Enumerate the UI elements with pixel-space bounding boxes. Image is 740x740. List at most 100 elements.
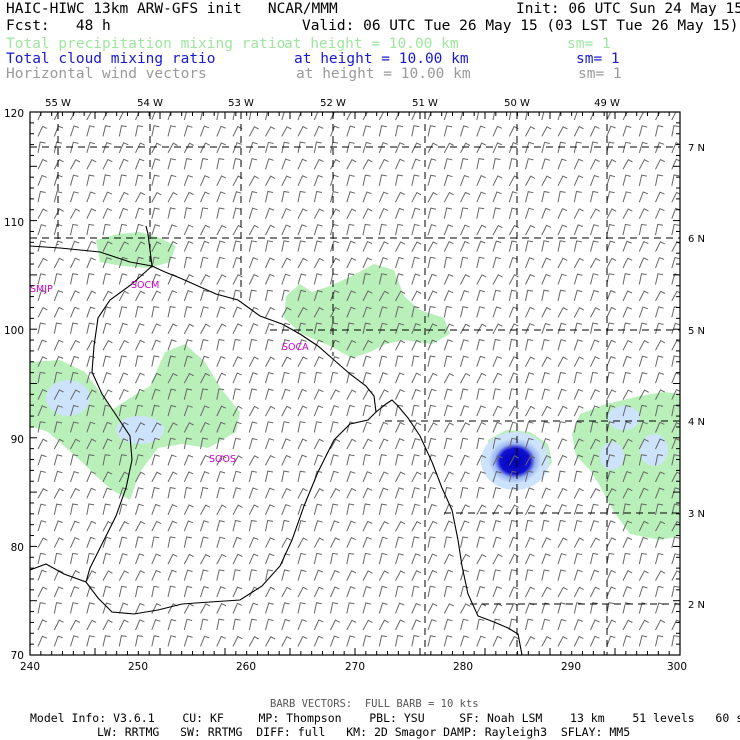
wind-barb bbox=[102, 241, 113, 252]
wind-barb bbox=[330, 174, 339, 186]
wind-barb bbox=[200, 437, 209, 450]
wind-barb bbox=[590, 257, 601, 269]
wind-barb bbox=[541, 487, 551, 499]
wind-barb bbox=[525, 356, 536, 367]
wind-barb bbox=[460, 504, 470, 516]
wind-barbs bbox=[37, 112, 680, 647]
wind-barb bbox=[265, 112, 269, 121]
wind-barb bbox=[427, 404, 436, 417]
wind-barb bbox=[622, 421, 632, 433]
wind-barb bbox=[70, 503, 79, 515]
wind-barb bbox=[281, 273, 291, 285]
lon-label-49w: 49 W bbox=[594, 98, 620, 109]
wind-barb bbox=[573, 240, 582, 252]
wind-barb bbox=[183, 388, 193, 400]
wind-barb bbox=[183, 158, 192, 170]
wind-barb bbox=[460, 355, 469, 367]
wind-barb bbox=[37, 190, 46, 203]
wind-barb bbox=[248, 437, 258, 450]
x-tick-260: 260 bbox=[236, 661, 256, 673]
wind-barb bbox=[135, 142, 145, 154]
wind-barb bbox=[492, 586, 502, 598]
wind-barb bbox=[167, 471, 178, 483]
wind-barb bbox=[427, 241, 438, 252]
wind-barb bbox=[248, 618, 257, 631]
wind-barb bbox=[297, 273, 307, 285]
wind-barb bbox=[216, 289, 225, 302]
wind-barb bbox=[281, 569, 290, 581]
y-tick-70: 70 bbox=[11, 650, 24, 662]
wind-barb bbox=[541, 602, 551, 614]
wind-barb bbox=[362, 454, 371, 466]
wind-barb bbox=[183, 405, 193, 417]
wind-barb bbox=[167, 404, 177, 417]
wind-barb bbox=[37, 454, 47, 466]
wind-barb bbox=[53, 389, 64, 400]
wind-barb bbox=[53, 141, 62, 154]
wind-barb bbox=[248, 306, 259, 318]
wind-barb bbox=[346, 602, 355, 614]
wind-barb bbox=[53, 273, 62, 285]
wind-barb bbox=[606, 339, 617, 351]
wind-barb bbox=[573, 257, 584, 269]
wind-barb bbox=[443, 504, 454, 515]
wind-barb bbox=[655, 619, 666, 631]
wind-barb bbox=[427, 520, 438, 532]
wind-barb bbox=[557, 618, 567, 631]
wind-barb bbox=[248, 388, 258, 400]
wind-barb bbox=[573, 322, 583, 334]
wind-barb bbox=[265, 339, 274, 351]
wind-barb bbox=[525, 405, 536, 417]
wind-barb bbox=[541, 553, 551, 565]
wind-barb bbox=[297, 487, 308, 499]
wind-barb bbox=[492, 289, 501, 302]
wind-barb bbox=[411, 437, 421, 450]
wind-barb bbox=[151, 306, 160, 318]
wind-barb bbox=[200, 125, 210, 137]
wind-barb bbox=[476, 603, 487, 614]
wind-barb bbox=[265, 569, 274, 581]
wind-barb bbox=[70, 371, 79, 384]
wind-barb bbox=[102, 257, 112, 269]
wind-barb bbox=[427, 191, 438, 203]
wind-barb bbox=[265, 405, 276, 417]
wind-barb bbox=[362, 503, 371, 515]
wind-barb bbox=[346, 141, 355, 154]
wind-barb bbox=[638, 240, 649, 252]
wind-barb bbox=[102, 389, 113, 400]
wind-barb bbox=[492, 125, 503, 137]
wind-barb bbox=[151, 323, 162, 335]
wind-barb bbox=[265, 141, 274, 154]
wind-barb bbox=[362, 339, 373, 351]
wind-barb bbox=[167, 158, 177, 170]
wind-barb bbox=[200, 536, 209, 548]
wind-barb bbox=[200, 256, 209, 269]
wind-barb bbox=[200, 142, 211, 154]
wind-barb bbox=[411, 422, 422, 433]
wind-barb bbox=[313, 112, 324, 121]
wind-barb bbox=[606, 141, 615, 154]
wind-barb bbox=[86, 322, 95, 334]
wind-barb bbox=[590, 307, 601, 318]
wind-barb bbox=[460, 569, 469, 581]
wind-barb bbox=[655, 306, 664, 318]
wind-barb bbox=[151, 207, 160, 219]
lon-label-53w: 53 W bbox=[228, 98, 254, 109]
wind-barb bbox=[102, 602, 112, 614]
wind-barb bbox=[622, 371, 631, 384]
wind-barb bbox=[102, 421, 112, 433]
wind-barb bbox=[541, 339, 550, 351]
wind-barb bbox=[200, 323, 211, 335]
wind-barb bbox=[411, 290, 422, 302]
station-labels: SMJP SOCM SOCA SOOS bbox=[30, 280, 309, 465]
wind-barb bbox=[86, 438, 97, 450]
wind-barb bbox=[86, 520, 97, 532]
wind-barb bbox=[573, 141, 582, 153]
wind-barb bbox=[86, 141, 96, 154]
wind-barb bbox=[313, 602, 322, 614]
wind-barb bbox=[151, 585, 160, 598]
wind-barb bbox=[525, 569, 534, 581]
wind-barb bbox=[297, 208, 308, 219]
wind-barb bbox=[183, 125, 193, 137]
wind-barb bbox=[476, 388, 485, 400]
